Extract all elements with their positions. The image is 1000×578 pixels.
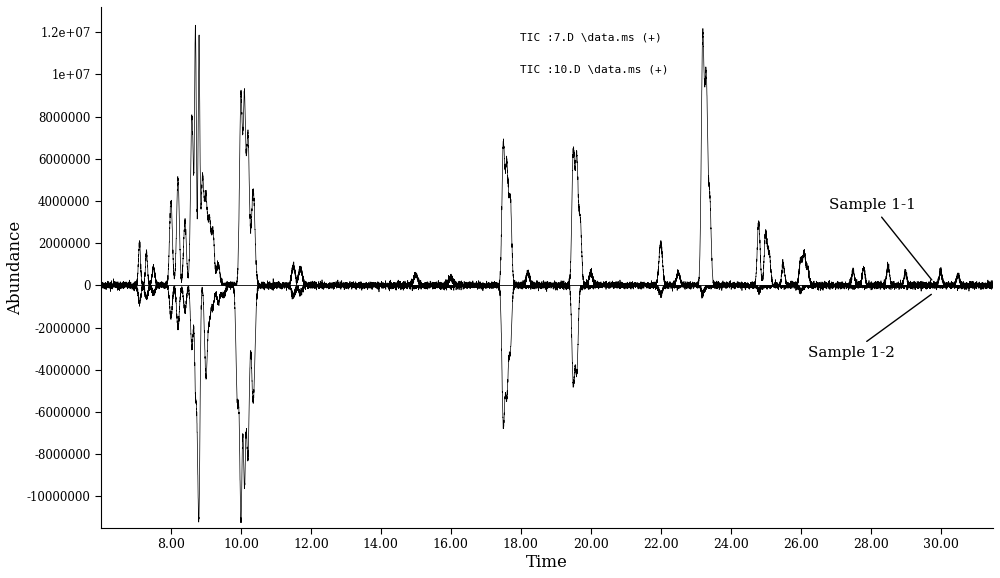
Text: Sample 1-1: Sample 1-1: [829, 198, 932, 280]
Text: TIC :10.D \data.ms (+): TIC :10.D \data.ms (+): [520, 64, 669, 74]
Y-axis label: Abundance: Abundance: [7, 220, 24, 314]
X-axis label: Time: Time: [526, 554, 568, 571]
Text: Sample 1-2: Sample 1-2: [808, 294, 931, 360]
Text: TIC :7.D \data.ms (+): TIC :7.D \data.ms (+): [520, 33, 662, 43]
